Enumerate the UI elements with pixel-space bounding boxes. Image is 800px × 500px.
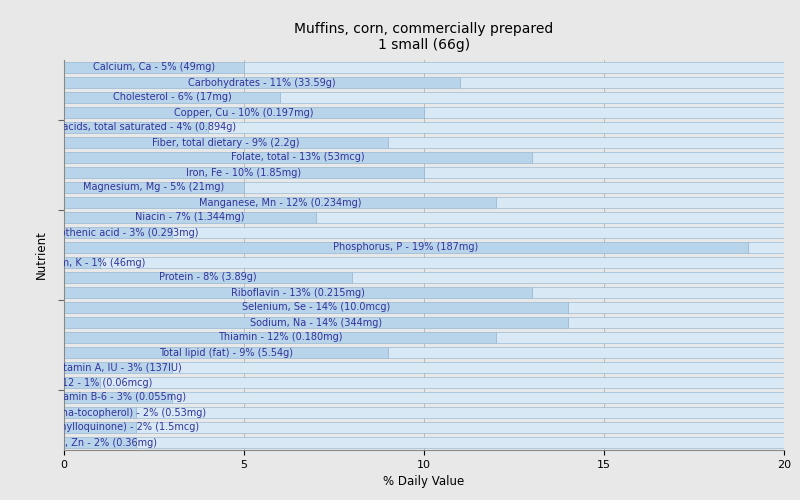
Bar bbox=[64, 77, 460, 88]
Text: Pantothenic acid - 3% (0.293mg): Pantothenic acid - 3% (0.293mg) bbox=[38, 228, 198, 237]
Text: Fiber, total dietary - 9% (2.2g): Fiber, total dietary - 9% (2.2g) bbox=[152, 138, 300, 147]
Bar bbox=[280, 92, 784, 103]
Bar bbox=[568, 302, 784, 313]
Text: Total lipid (fat) - 9% (5.54g): Total lipid (fat) - 9% (5.54g) bbox=[159, 348, 293, 358]
Bar bbox=[64, 257, 100, 268]
Bar bbox=[64, 167, 424, 178]
Bar bbox=[244, 62, 784, 73]
Bar bbox=[172, 392, 784, 403]
Bar bbox=[64, 152, 532, 163]
Text: Copper, Cu - 10% (0.197mg): Copper, Cu - 10% (0.197mg) bbox=[174, 108, 314, 118]
Text: Vitamin A, IU - 3% (137IU): Vitamin A, IU - 3% (137IU) bbox=[54, 362, 182, 372]
Bar bbox=[424, 107, 784, 118]
Bar bbox=[64, 287, 532, 298]
Text: Riboflavin - 13% (0.215mg): Riboflavin - 13% (0.215mg) bbox=[231, 288, 365, 298]
Bar bbox=[64, 317, 568, 328]
Text: Vitamin B-6 - 3% (0.055mg): Vitamin B-6 - 3% (0.055mg) bbox=[50, 392, 186, 402]
Bar bbox=[64, 302, 568, 313]
Bar bbox=[64, 377, 100, 388]
Text: Calcium, Ca - 5% (49mg): Calcium, Ca - 5% (49mg) bbox=[93, 62, 215, 72]
Bar bbox=[64, 62, 244, 73]
Text: Magnesium, Mg - 5% (21mg): Magnesium, Mg - 5% (21mg) bbox=[83, 182, 225, 192]
Bar bbox=[64, 407, 136, 418]
Text: Carbohydrates - 11% (33.59g): Carbohydrates - 11% (33.59g) bbox=[188, 78, 336, 88]
Bar bbox=[244, 182, 784, 193]
Bar bbox=[64, 362, 172, 373]
Bar bbox=[64, 137, 388, 148]
Bar bbox=[172, 227, 784, 238]
Bar bbox=[64, 212, 316, 223]
Bar bbox=[496, 332, 784, 343]
Bar bbox=[64, 332, 496, 343]
Bar bbox=[64, 182, 244, 193]
Text: Folate, total - 13% (53mcg): Folate, total - 13% (53mcg) bbox=[231, 152, 365, 162]
X-axis label: % Daily Value: % Daily Value bbox=[383, 476, 465, 488]
Text: Thiamin - 12% (0.180mg): Thiamin - 12% (0.180mg) bbox=[218, 332, 342, 342]
Bar bbox=[532, 287, 784, 298]
Bar bbox=[496, 197, 784, 208]
Text: Vitamin K (phylloquinone) - 2% (1.5mcg): Vitamin K (phylloquinone) - 2% (1.5mcg) bbox=[1, 422, 199, 432]
Bar bbox=[64, 392, 172, 403]
Bar bbox=[424, 167, 784, 178]
Bar bbox=[568, 317, 784, 328]
Bar bbox=[460, 77, 784, 88]
Bar bbox=[388, 137, 784, 148]
Text: Manganese, Mn - 12% (0.234mg): Manganese, Mn - 12% (0.234mg) bbox=[198, 198, 362, 207]
Bar bbox=[64, 422, 136, 433]
Bar bbox=[136, 437, 784, 448]
Bar bbox=[352, 272, 784, 283]
Text: Selenium, Se - 14% (10.0mcg): Selenium, Se - 14% (10.0mcg) bbox=[242, 302, 390, 312]
Text: Zinc, Zn - 2% (0.36mg): Zinc, Zn - 2% (0.36mg) bbox=[43, 438, 157, 448]
Y-axis label: Nutrient: Nutrient bbox=[35, 230, 48, 280]
Bar bbox=[64, 437, 136, 448]
Bar bbox=[748, 242, 784, 253]
Bar bbox=[172, 362, 784, 373]
Text: Vitamin B-12 - 1% (0.06mcg): Vitamin B-12 - 1% (0.06mcg) bbox=[11, 378, 153, 388]
Title: Muffins, corn, commercially prepared
1 small (66g): Muffins, corn, commercially prepared 1 s… bbox=[294, 22, 554, 52]
Bar bbox=[388, 347, 784, 358]
Bar bbox=[64, 92, 280, 103]
Text: Phosphorus, P - 19% (187mg): Phosphorus, P - 19% (187mg) bbox=[334, 242, 478, 252]
Text: Iron, Fe - 10% (1.85mg): Iron, Fe - 10% (1.85mg) bbox=[186, 168, 302, 177]
Bar bbox=[64, 107, 424, 118]
Bar bbox=[100, 377, 784, 388]
Bar bbox=[208, 122, 784, 133]
Bar bbox=[136, 422, 784, 433]
Bar bbox=[64, 242, 748, 253]
Bar bbox=[64, 122, 208, 133]
Bar bbox=[532, 152, 784, 163]
Bar bbox=[136, 407, 784, 418]
Bar bbox=[64, 347, 388, 358]
Bar bbox=[64, 197, 496, 208]
Text: Cholesterol - 6% (17mg): Cholesterol - 6% (17mg) bbox=[113, 92, 231, 102]
Text: Potassium, K - 1% (46mg): Potassium, K - 1% (46mg) bbox=[19, 258, 145, 268]
Text: Niacin - 7% (1.344mg): Niacin - 7% (1.344mg) bbox=[135, 212, 245, 222]
Bar bbox=[64, 272, 352, 283]
Bar bbox=[100, 257, 784, 268]
Bar bbox=[64, 227, 172, 238]
Text: Fatty acids, total saturated - 4% (0.894g): Fatty acids, total saturated - 4% (0.894… bbox=[35, 122, 237, 132]
Text: Vitamin E (alpha-tocopherol) - 2% (0.53mg): Vitamin E (alpha-tocopherol) - 2% (0.53m… bbox=[0, 408, 206, 418]
Bar bbox=[316, 212, 784, 223]
Text: Sodium, Na - 14% (344mg): Sodium, Na - 14% (344mg) bbox=[250, 318, 382, 328]
Text: Protein - 8% (3.89g): Protein - 8% (3.89g) bbox=[159, 272, 257, 282]
